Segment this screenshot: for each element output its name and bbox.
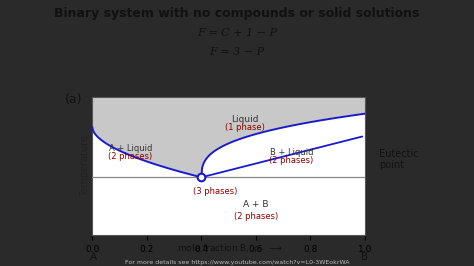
Text: (3 phases): (3 phases)	[193, 187, 237, 196]
Polygon shape	[92, 177, 365, 235]
Polygon shape	[92, 97, 365, 177]
Polygon shape	[201, 114, 365, 177]
Text: For more details see https://www.youtube.com/watch?v=L0-3WEokrWA: For more details see https://www.youtube…	[125, 260, 349, 265]
Text: (2 phases): (2 phases)	[269, 156, 313, 165]
Text: Liquid: Liquid	[231, 115, 259, 124]
Text: A + Liquid: A + Liquid	[109, 144, 152, 153]
Text: (1 phase): (1 phase)	[225, 123, 265, 132]
Text: (2 phases): (2 phases)	[234, 211, 278, 221]
Text: mole fraction B, $x_B$  $\longrightarrow$: mole fraction B, $x_B$ $\longrightarrow$	[177, 243, 283, 255]
Text: B: B	[361, 252, 369, 262]
Polygon shape	[92, 127, 201, 177]
Text: Eutectic
point: Eutectic point	[379, 149, 419, 171]
Text: F = 3 − P: F = 3 − P	[210, 47, 264, 57]
Text: A: A	[90, 252, 97, 262]
Y-axis label: Temperature: Temperature	[80, 135, 90, 197]
Text: Binary system with no compounds or solid solutions: Binary system with no compounds or solid…	[55, 7, 419, 20]
Text: (a): (a)	[65, 93, 82, 106]
Text: A + B: A + B	[243, 201, 269, 210]
Text: F = C + 1 − P: F = C + 1 − P	[197, 28, 277, 38]
Text: (2 phases): (2 phases)	[109, 152, 153, 161]
Text: B + Liquid: B + Liquid	[270, 148, 313, 157]
